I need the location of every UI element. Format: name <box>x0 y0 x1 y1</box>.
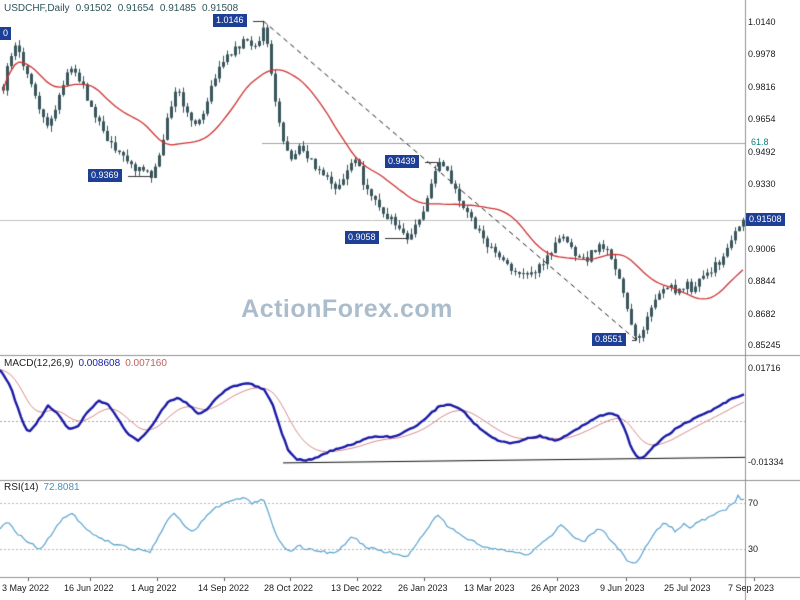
rsi-axis-tick: 30 <box>748 544 759 554</box>
macd-name: MACD(12,26,9) <box>4 358 74 369</box>
rsi-indicator-label: RSI(14) 72.8081 <box>4 482 85 493</box>
price-marker-1-0146: 1.0146 <box>213 13 247 27</box>
date-axis-label: 16 Jun 2022 <box>64 583 114 593</box>
date-axis-label: 3 May 2022 <box>2 583 50 593</box>
actionforex-watermark: ActionForex.com <box>241 295 453 323</box>
date-axis-label: 1 Aug 2022 <box>131 583 177 593</box>
price-marker-0-9369: 0.9369 <box>88 169 122 183</box>
date-axis-label: 7 Sep 2023 <box>728 583 775 593</box>
date-axis-label: 25 Jul 2023 <box>664 583 711 593</box>
rsi-name: RSI(14) <box>4 482 39 493</box>
rsi-value: 72.8081 <box>43 482 80 493</box>
close-value: 0.91508 <box>202 3 239 14</box>
date-axis-label: 14 Sep 2022 <box>198 583 250 593</box>
low-value: 0.91485 <box>159 3 197 14</box>
open-value: 0.91502 <box>75 3 112 14</box>
macd-axis-tick: -0.01334 <box>748 457 784 468</box>
date-axis-label: 13 Mar 2023 <box>464 583 515 593</box>
fib-61-8-label: 61.8 <box>751 136 769 147</box>
price-axis-tick: 0.9978 <box>748 49 776 60</box>
macd-signal-value: 0.007160 <box>125 358 167 369</box>
price-axis-tick: 1.0140 <box>748 17 776 27</box>
price-axis-tick: 0.9006 <box>748 243 776 254</box>
price-axis-tick: 0.9330 <box>748 179 776 189</box>
chart-title: USDCHF,Daily 0.91502 0.91654 0.91485 0.91508 <box>4 3 244 14</box>
date-axis-label: 28 Oct 2022 <box>264 583 314 593</box>
price-marker-0-8551: 0.8551 <box>592 332 626 346</box>
macd-main-value: 0.008608 <box>78 358 121 369</box>
price-axis-tick: 0.9492 <box>748 146 776 157</box>
macd-indicator-label: MACD(12,26,9) 0.008608 0.007160 <box>4 358 172 369</box>
price-marker-left-edge: 0 <box>0 27 12 40</box>
price-marker-0-9058: 0.9058 <box>345 231 379 245</box>
price-axis-tick: 0.8682 <box>748 308 776 319</box>
rsi-axis-tick: 70 <box>748 498 759 508</box>
current-price-tag: 0.91508 <box>746 212 785 226</box>
symbol-timeframe-label: USDCHF,Daily <box>4 3 70 14</box>
price-axis-tick: 0.8844 <box>748 276 776 287</box>
date-axis-label: 26 Jan 2023 <box>398 583 448 593</box>
date-axis-label: 13 Dec 2022 <box>331 583 383 593</box>
macd-axis-tick: 0.01716 <box>748 363 781 374</box>
date-axis-label: 9 Jun 2023 <box>600 583 645 593</box>
date-axis-label: 26 Apr 2023 <box>531 583 580 593</box>
price-axis-tick: 0.85245 <box>748 340 781 351</box>
price-axis-tick: 0.9816 <box>748 81 776 92</box>
price-marker-0-9439: 0.9439 <box>385 155 419 169</box>
price-axis-tick: 0.9654 <box>748 114 776 125</box>
high-value: 0.91654 <box>117 3 154 14</box>
